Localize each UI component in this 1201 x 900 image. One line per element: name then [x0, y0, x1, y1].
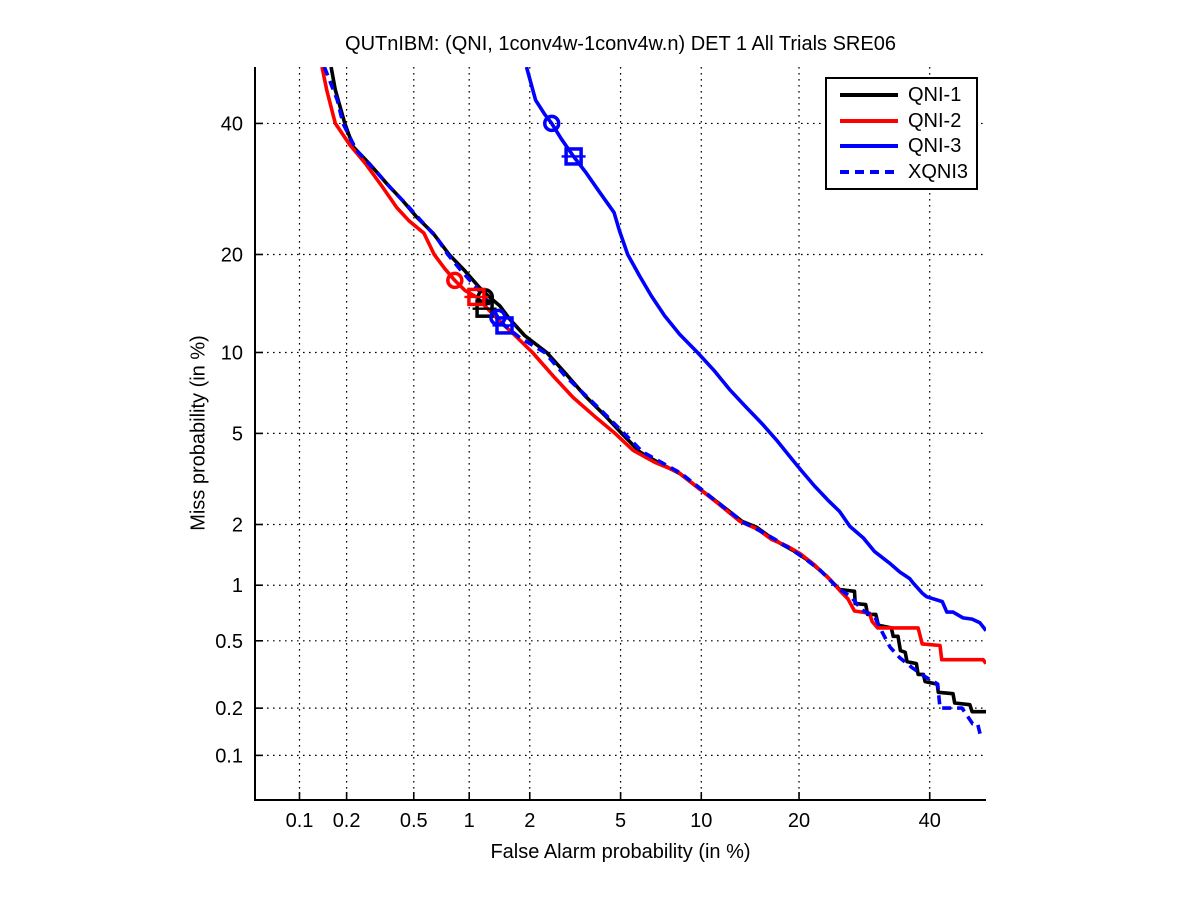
x-tick-label: 2	[524, 810, 535, 832]
y-tick-label: 0.1	[215, 745, 243, 767]
x-tick-label: 1	[464, 810, 475, 832]
legend-line-sample	[839, 112, 899, 130]
legend-item-QNI-1: QNI-1	[827, 82, 976, 107]
marker-square-QNI-3	[564, 147, 583, 166]
legend-line-sample	[839, 163, 899, 181]
x-tick-label: 0.5	[400, 810, 428, 832]
det-curve-QNI-2	[320, 67, 986, 665]
x-tick-label: 5	[615, 810, 626, 832]
legend-label-QNI-1: QNI-1	[908, 83, 962, 106]
y-axis-label: Miss probability (in %)	[187, 335, 210, 531]
det-curve-XQNI3	[322, 67, 983, 738]
legend-sample-svg	[840, 144, 898, 149]
legend-label-QNI-3: QNI-3	[908, 135, 962, 158]
marker-square-QNI-2	[467, 287, 486, 307]
legend-item-QNI-2: QNI-2	[827, 108, 976, 133]
x-tick-label: 40	[919, 810, 941, 832]
curves-group	[320, 67, 986, 738]
x-axis-label: False Alarm probability (in %)	[490, 841, 751, 863]
legend-label-QNI-2: QNI-2	[908, 109, 962, 132]
det-curve-QNI-3	[524, 67, 986, 632]
x-tick-label: 20	[788, 810, 810, 832]
y-tick-label: 0.5	[215, 631, 243, 653]
legend-sample-svg	[840, 118, 898, 123]
legend-sample-svg	[840, 92, 898, 97]
marker-square-XQNI3	[495, 316, 514, 335]
y-tick-label: 10	[221, 342, 243, 364]
legend-sample-svg	[840, 170, 898, 175]
legend-line-sample	[839, 86, 899, 104]
y-tick-label: 0.2	[215, 698, 243, 720]
y-tick-label: 5	[232, 423, 243, 445]
legend-box: QNI-1 QNI-2 QNI-3 XQNI3	[825, 77, 978, 190]
legend-line-sample	[839, 137, 899, 155]
axis-lines	[254, 67, 986, 801]
marker-circle-QNI-2	[446, 271, 464, 290]
x-tick-label: 0.2	[333, 810, 361, 832]
marker-circle-QNI-3	[542, 114, 561, 133]
legend-item-XQNI3: XQNI3	[827, 160, 976, 185]
y-tick-label: 40	[221, 113, 243, 135]
y-tick-label: 20	[221, 244, 243, 266]
x-tick-label: 10	[690, 810, 712, 832]
legend-item-QNI-3: QNI-3	[827, 134, 976, 159]
legend-label-XQNI3: XQNI3	[908, 161, 969, 184]
y-tick-label: 2	[232, 514, 243, 536]
y-tick-label: 1	[232, 575, 243, 597]
x-tick-label: 0.1	[286, 810, 314, 832]
chart-title: QUTnIBM: (QNI, 1conv4w-1conv4w.n) DET 1 …	[345, 33, 896, 55]
